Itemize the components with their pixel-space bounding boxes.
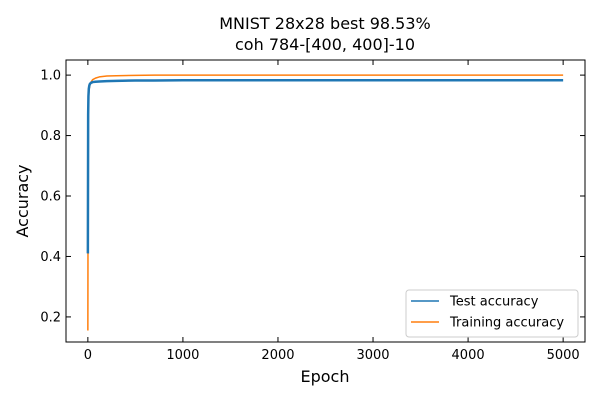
- x-tick-label: 4000: [452, 348, 485, 363]
- x-tick-label: 0: [84, 348, 92, 363]
- y-tick-label: 0.2: [40, 310, 61, 325]
- series-layer: [86, 74, 564, 331]
- legend-label-test-accuracy: Test accuracy: [449, 295, 539, 310]
- y-axis-label: Accuracy: [13, 164, 32, 237]
- x-tick-label: 3000: [356, 348, 389, 363]
- legend-box: [405, 289, 579, 338]
- y-tick-label: 0.4: [40, 250, 61, 265]
- x-axis-label: Epoch: [301, 367, 350, 386]
- legend-label-training-accuracy: Training accuracy: [449, 316, 564, 331]
- x-axis: 0 1000 2000 3000 4000 5000: [84, 60, 580, 363]
- x-tick-label: 5000: [547, 348, 580, 363]
- plot-frame: [65, 59, 586, 343]
- legend: Test accuracy Training accuracy: [405, 289, 579, 338]
- series-line-test-accuracy: [86, 79, 564, 254]
- x-tick-label: 2000: [261, 348, 294, 363]
- chart-subtitle: coh 784-[400, 400]-10: [235, 35, 415, 54]
- y-axis: 0.2 0.4 0.6 0.8 1.0: [40, 69, 585, 325]
- y-tick-label: 0.8: [40, 129, 61, 144]
- chart-title: MNIST 28x28 best 98.53%: [219, 14, 430, 33]
- y-tick-label: 0.6: [40, 190, 61, 205]
- y-tick-label: 1.0: [40, 69, 61, 84]
- x-tick-label: 1000: [166, 348, 199, 363]
